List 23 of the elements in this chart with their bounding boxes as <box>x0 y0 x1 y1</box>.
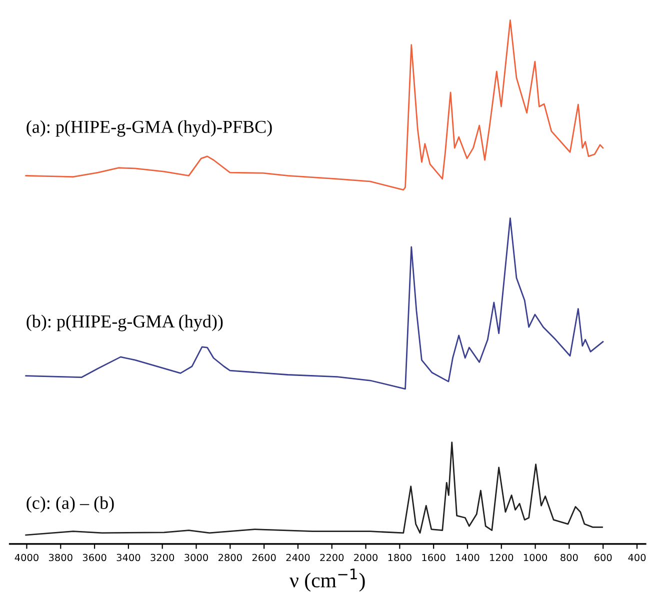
text: (a): p(HIPE-g-GMA (hyd)-PFBC) <box>26 120 272 137</box>
series-label: (c): (a) – (b) <box>26 496 114 513</box>
x-tick-label: 1000 <box>524 554 548 562</box>
x-tick-label: 1400 <box>456 554 480 562</box>
x-tick-label: 3800 <box>49 554 72 562</box>
x-tick-label: 3200 <box>150 554 174 562</box>
x-tick-label: 3000 <box>184 554 208 562</box>
x-tick-label: 3600 <box>82 554 106 562</box>
x-tick-label: 2000 <box>354 554 378 562</box>
x-tick-label: 2800 <box>218 554 242 562</box>
x-axis-title: ν (cm$^{−1}$) <box>290 568 365 592</box>
x-tick-label: 600 <box>594 554 612 562</box>
x-tick-label: 1600 <box>422 554 446 562</box>
x-tick-label: 4000 <box>14 554 38 562</box>
x-tick-label: 2600 <box>252 554 276 562</box>
x-tick-label: 1800 <box>388 554 412 562</box>
x-tick-label: 800 <box>560 554 578 562</box>
x-tick-label: 3400 <box>116 554 140 562</box>
x-tick-label: 2400 <box>286 554 310 562</box>
series-label: (b): p(HIPE-g-GMA (hyd)) <box>26 314 223 332</box>
x-tick-label: 400 <box>628 554 646 562</box>
x-tick-label: 2200 <box>320 554 344 562</box>
x-tick-label: 1200 <box>490 554 514 562</box>
